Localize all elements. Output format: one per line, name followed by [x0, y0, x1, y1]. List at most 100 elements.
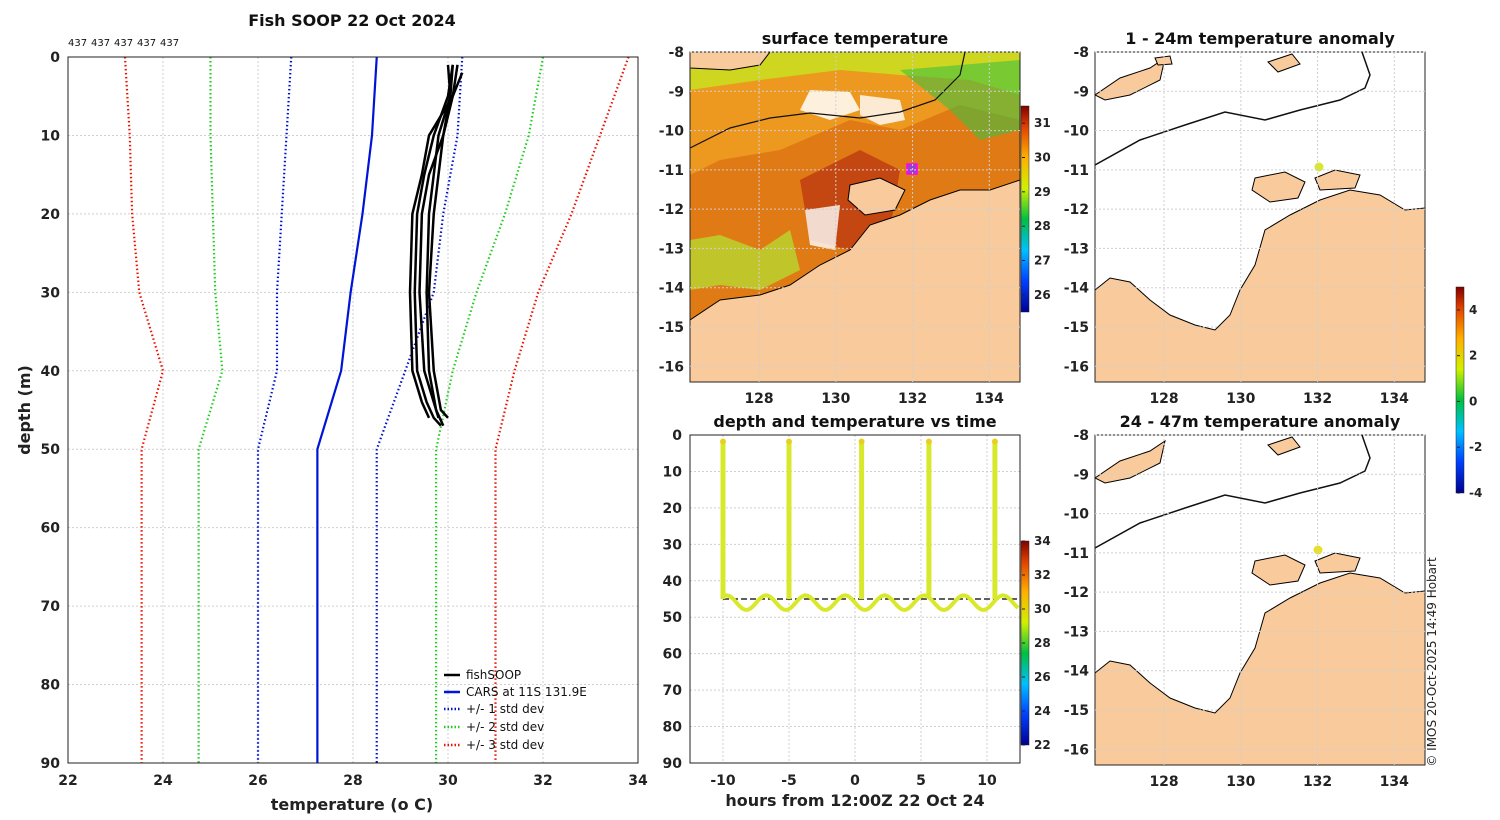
std-dev-line [197, 57, 224, 763]
cast-surface-point [720, 438, 726, 445]
anomaly-lower-land-island [1251, 554, 1306, 586]
colorbar-tick-label: 4 [1469, 303, 1477, 317]
sst-map-ticks: 128 130 132 134 -8 -9 -10 -11 -12 -13 -14 -15 -16 [659, 45, 1020, 407]
profile-y-label: depth (m) [15, 365, 34, 455]
map-lon-tick-label: 130 [1226, 774, 1255, 790]
map-lon-tick-label: 130 [821, 391, 850, 407]
map-lat-tick-label: -10 [1064, 507, 1090, 523]
profile-count: 437 [91, 38, 110, 49]
profile-y-ticks: 0 10 20 30 40 50 60 70 80 90 [41, 50, 61, 772]
cast-surface-point [786, 438, 792, 445]
depth-time-y-tick-label: 80 [663, 720, 683, 736]
profile-legend: fishSOOP CARS at 11S 131.9E +/- 1 std de… [444, 668, 587, 752]
std-dev-line [123, 56, 165, 763]
map-lat-tick-label: -16 [659, 359, 684, 375]
map-lon-tick-label: 132 [898, 391, 927, 407]
footer-credit: © IMOS 20-Oct-2025 14:49 Hobart [1425, 557, 1439, 767]
map-lat-tick-label: -11 [659, 163, 684, 179]
map-lat-tick-label: -10 [1064, 124, 1090, 140]
profile-y-tick-label: 70 [41, 599, 61, 615]
map-lon-tick-label: 134 [1380, 391, 1409, 407]
colorbar-tick-label: 28 [1034, 636, 1051, 650]
colorbar-tick-label: 26 [1034, 288, 1051, 302]
map-lat-tick-label: -12 [1064, 585, 1089, 601]
map-lat-tick-label: -12 [659, 202, 684, 218]
colorbar-tick-label: 29 [1034, 185, 1051, 199]
profile-x-tick-label: 28 [343, 773, 362, 789]
colorbar-tick-label: -4 [1469, 486, 1482, 500]
map-lat-tick-label: -16 [1064, 359, 1089, 375]
legend-label-std3: +/- 3 std dev [466, 738, 544, 752]
depth-time-title: depth and temperature vs time [713, 412, 996, 431]
profile-y-tick-label: 20 [41, 207, 61, 223]
depth-time-ticks: -10 -5 0 5 10 0 10 20 30 40 50 60 70 80 90 [663, 428, 997, 789]
profile-y-tick-label: 60 [41, 521, 61, 537]
depth-time-y-tick-label: 0 [672, 428, 682, 444]
std-dev-line [435, 56, 545, 763]
sst-land-australia [690, 179, 1020, 382]
map-lon-tick-label: 128 [1149, 391, 1178, 407]
colorbar-tick-label: 26 [1034, 670, 1051, 684]
sst-field-cool-band [690, 52, 1020, 95]
depth-time-x-tick-label: -10 [710, 773, 736, 789]
anomaly-lower-land-peninsula [1314, 552, 1361, 574]
profile-counts: 437 437 437 437 437 [68, 38, 179, 49]
sst-map-title: surface temperature [762, 29, 949, 48]
depth-time-y-tick-label: 70 [663, 683, 683, 699]
sst-land-island [847, 177, 906, 216]
anomaly-lower-marker [1313, 545, 1323, 555]
profile-y-tick-label: 30 [41, 285, 61, 301]
profile-lines [123, 56, 630, 763]
map-lat-tick-label: -13 [1064, 241, 1089, 257]
std-dev-line [494, 56, 630, 763]
profile-count: 437 [68, 38, 87, 49]
anomaly-lower-contour [1095, 435, 1371, 549]
profile-x-tick-label: 22 [58, 773, 77, 789]
profile-x-tick-label: 26 [248, 773, 267, 789]
depth-time-y-tick-label: 10 [663, 464, 683, 480]
anomaly-upper-contour [1095, 52, 1371, 166]
map-lat-tick-label: -15 [659, 320, 684, 336]
anomaly-lower-land-timor [1095, 439, 1166, 484]
colorbar-tick-label: 2 [1469, 349, 1477, 363]
anomaly-lower-map-area [1095, 435, 1425, 765]
cast-surface-point [991, 438, 998, 445]
profile-grid [67, 56, 639, 764]
std-dev-line [375, 56, 464, 763]
map-lat-tick-label: -15 [1064, 703, 1089, 719]
anomaly-upper-title: 1 - 24m temperature anomaly [1125, 29, 1395, 48]
map-lat-tick-label: -9 [1073, 84, 1089, 100]
map-lat-tick-label: -11 [1064, 163, 1089, 179]
depth-time-y-tick-label: 40 [663, 574, 683, 590]
profile-y-tick-label: 0 [50, 50, 60, 66]
anomaly-upper-land-islet [1154, 55, 1173, 66]
map-lat-tick-label: -9 [668, 84, 684, 100]
anomaly-upper-land-islet [1267, 53, 1301, 73]
anomaly-lower-ticks: 128 130 132 134 -8 -9 -10 -11 -12 -13 -14 -15 -16 [1064, 428, 1425, 790]
depth-time-y-tick-label: 50 [663, 610, 683, 626]
map-lat-tick-label: -10 [659, 124, 685, 140]
profile-x-ticks: 22 24 26 28 30 32 34 [58, 773, 648, 789]
sst-field-green-patch [900, 60, 1020, 140]
fishsoop-profile-line [425, 64, 454, 427]
legend-label-cars: CARS at 11S 131.9E [466, 685, 587, 699]
depth-time-x-tick-label: 0 [850, 773, 860, 789]
profile-x-tick-label: 30 [438, 773, 458, 789]
legend-label-fishsoop: fishSOOP [466, 668, 521, 682]
profile-y-tick-label: 40 [41, 364, 61, 380]
map-lon-tick-label: 132 [1303, 391, 1332, 407]
depth-time-y-tick-label: 20 [663, 501, 683, 517]
fishsoop-profile-line [418, 64, 459, 419]
colorbar-tick-label: 24 [1034, 704, 1051, 718]
anomaly-lower-land-australia [1095, 572, 1425, 765]
fishsoop-profile-line [427, 64, 452, 419]
anomaly-upper-land-peninsula [1314, 169, 1361, 191]
colorbar-tick-label: 34 [1034, 534, 1051, 548]
colorbar-tick-label: 31 [1034, 116, 1051, 130]
sst-vessel-marker [906, 163, 918, 175]
sst-field-west-coast-cool [690, 230, 800, 290]
colorbar-tick-label: 30 [1034, 602, 1051, 616]
legend-label-std2: +/- 2 std dev [466, 720, 544, 734]
anomaly-upper-map-area [1095, 52, 1425, 382]
depth-time-x-tick-label: 5 [916, 773, 926, 789]
